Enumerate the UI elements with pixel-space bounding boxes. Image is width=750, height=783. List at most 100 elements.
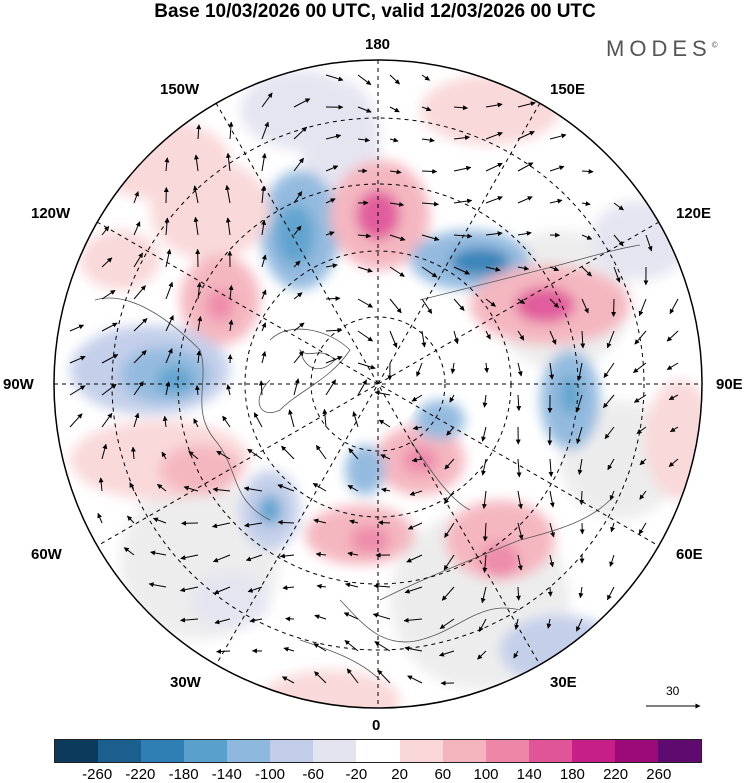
wind-arrow xyxy=(357,137,371,143)
wind-arrow xyxy=(101,443,108,460)
wind-arrow xyxy=(188,450,199,460)
lon-label-120e: 120E xyxy=(676,205,712,222)
wind-arrow xyxy=(196,282,202,300)
wind-arrow xyxy=(421,74,431,81)
wind-arrow xyxy=(123,547,135,556)
lon-label-150w: 150W xyxy=(160,81,200,98)
colorbar-tick: 20 xyxy=(391,766,408,783)
wind-arrow xyxy=(348,448,359,460)
wind-arrow xyxy=(549,133,567,140)
wind-arrow xyxy=(293,350,304,364)
wind-arrow xyxy=(374,390,391,396)
wind-arrow xyxy=(517,298,526,305)
wind-arrow xyxy=(607,458,615,471)
colorbar-cell xyxy=(184,740,228,762)
wind-arrow xyxy=(576,426,583,444)
wind-arrow xyxy=(261,92,273,108)
wind-arrow xyxy=(194,154,199,172)
wind-arrow xyxy=(313,518,327,524)
wind-arrow xyxy=(261,351,267,364)
wind-arrow xyxy=(517,330,525,341)
wind-arrow xyxy=(549,554,555,568)
wind-arrow xyxy=(581,168,594,174)
wind-arrow xyxy=(389,234,406,241)
wind-arrow xyxy=(357,106,372,113)
wind-arrow xyxy=(450,362,456,374)
wind-arrow xyxy=(515,586,521,601)
wind-arrow xyxy=(344,640,359,652)
wind-arrow xyxy=(315,444,327,460)
wind-arrow xyxy=(133,318,148,332)
lon-label-60w: 60W xyxy=(31,546,62,563)
wind-arrow xyxy=(357,362,376,370)
wind-arrow xyxy=(611,298,617,317)
wind-arrow xyxy=(613,202,624,211)
wind-arrow xyxy=(253,412,263,428)
wind-arrow xyxy=(581,266,592,277)
wind-arrow xyxy=(165,281,174,300)
wind-arrow xyxy=(316,583,327,589)
wind-arrow xyxy=(404,586,423,594)
wind-arrow xyxy=(357,74,372,86)
wind-arrow xyxy=(346,668,359,684)
wind-arrow xyxy=(127,515,135,524)
wind-arrow xyxy=(581,201,591,207)
wind-arrow xyxy=(666,330,679,342)
wind-arrow xyxy=(577,362,583,381)
wind-arrow xyxy=(312,482,327,492)
wind-arrow xyxy=(549,165,565,172)
wind-arrow xyxy=(373,583,391,589)
wind-arrow xyxy=(260,185,266,204)
wind-arrow xyxy=(352,411,359,428)
wind-arrow xyxy=(580,330,586,349)
wind-arrow xyxy=(165,348,173,364)
map-border xyxy=(53,59,703,709)
colorbar-cell xyxy=(528,740,572,762)
wind-arrow xyxy=(603,362,615,379)
wind-arrow xyxy=(411,394,423,402)
wind-arrow xyxy=(421,201,439,207)
wind-arrow xyxy=(381,487,391,493)
wind-arrow xyxy=(225,184,231,204)
wind-arrow xyxy=(347,484,359,492)
lon-label-180: 180 xyxy=(365,36,391,53)
wind-arrow xyxy=(150,550,167,556)
wind-arrow xyxy=(277,484,295,492)
colorbar-tick: -180 xyxy=(168,766,199,783)
colorbar-cell xyxy=(399,740,443,762)
wind-arrow xyxy=(421,168,438,174)
colorbar-tick: 180 xyxy=(559,766,585,783)
wind-arrow xyxy=(357,298,374,308)
wind-arrow xyxy=(377,669,391,684)
wind-arrow xyxy=(668,458,679,467)
wind-arrow xyxy=(349,519,359,525)
wind-arrow xyxy=(164,157,170,172)
wind-arrow xyxy=(606,586,615,601)
wind-arrow xyxy=(403,617,423,623)
colorbar xyxy=(54,739,702,763)
wind-arrow xyxy=(293,98,311,108)
colorbar-tick-labels: -260 -220 -180 -140 -100 -60 -20 20 60 100 140 180 2… xyxy=(0,766,750,783)
wind-arrow xyxy=(389,266,405,277)
anomaly-field xyxy=(70,70,702,708)
wind-arrow xyxy=(347,551,359,557)
wind-arrow xyxy=(180,617,199,623)
wind-arrow xyxy=(513,650,519,659)
wind-arrow xyxy=(669,426,679,433)
wind-arrow xyxy=(517,101,536,108)
wind-arrow xyxy=(485,330,491,340)
brand-mark: © xyxy=(711,40,718,50)
wind-arrow xyxy=(247,448,263,460)
wind-arrow xyxy=(634,330,647,345)
wind-arrow xyxy=(164,217,170,236)
wind-arrow xyxy=(133,221,141,236)
wind-arrow xyxy=(277,519,295,525)
wind-arrow xyxy=(148,582,167,588)
wind-arrow xyxy=(325,74,344,82)
wind-arrow xyxy=(216,648,231,654)
wind-arrow xyxy=(283,646,295,652)
lon-label-30e: 30E xyxy=(550,674,577,691)
wind-arrow xyxy=(409,490,423,496)
wind-arrow xyxy=(225,152,231,172)
wind-arrow xyxy=(485,102,503,108)
